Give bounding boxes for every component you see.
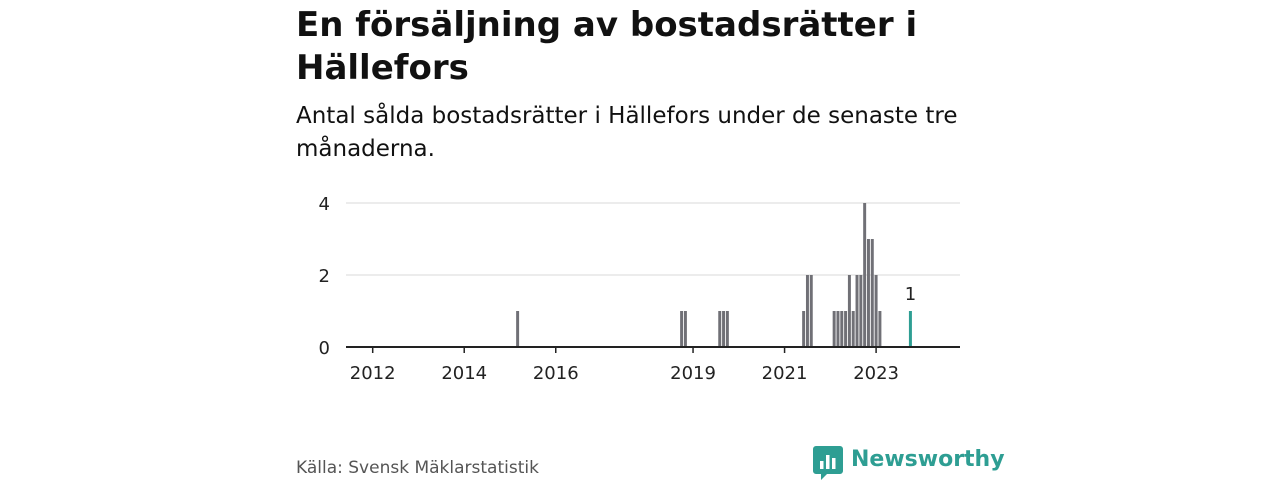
x-tick-label: 2012 <box>350 363 396 384</box>
highlight-data-label: 1 <box>905 284 916 305</box>
bar <box>516 311 520 347</box>
bar <box>683 311 687 347</box>
x-tick-label: 2014 <box>441 363 487 384</box>
source-note: Källa: Svensk Mäklarstatistik <box>296 458 539 478</box>
y-tick-label: 4 <box>319 194 330 215</box>
bar <box>718 311 722 347</box>
x-tick-label: 2021 <box>762 363 808 384</box>
x-tick-label: 2016 <box>533 363 579 384</box>
bar <box>863 203 867 347</box>
chart-subtitle: Antal sålda bostadsrätter i Hällefors un… <box>296 103 958 162</box>
bar <box>847 275 851 347</box>
bar <box>878 311 882 347</box>
bar <box>844 311 848 347</box>
newsworthy-logo-icon <box>813 446 843 480</box>
bar <box>680 311 684 347</box>
bar <box>832 311 836 347</box>
bar <box>725 311 729 347</box>
bar <box>809 275 813 347</box>
bar <box>836 311 840 347</box>
bar <box>851 311 855 347</box>
bar <box>859 275 863 347</box>
brand-name: Newsworthy <box>851 447 1005 472</box>
bar <box>802 311 806 347</box>
bar <box>805 275 809 347</box>
y-tick-label: 0 <box>319 338 330 359</box>
bar <box>840 311 844 347</box>
x-tick-label: 2019 <box>670 363 716 384</box>
bar <box>866 239 870 347</box>
y-tick-label: 2 <box>319 266 330 287</box>
chart-title: En försäljning av bostadsrätter i Hällef… <box>296 5 918 88</box>
bar <box>870 239 874 347</box>
bar <box>722 311 726 347</box>
x-tick-label: 2023 <box>853 363 899 384</box>
bar <box>855 275 859 347</box>
bar <box>874 275 878 347</box>
highlight-bar <box>908 311 912 347</box>
bar-chart: 0 2 4 1 2012 2014 2016 2019 2021 2023 <box>319 194 960 384</box>
